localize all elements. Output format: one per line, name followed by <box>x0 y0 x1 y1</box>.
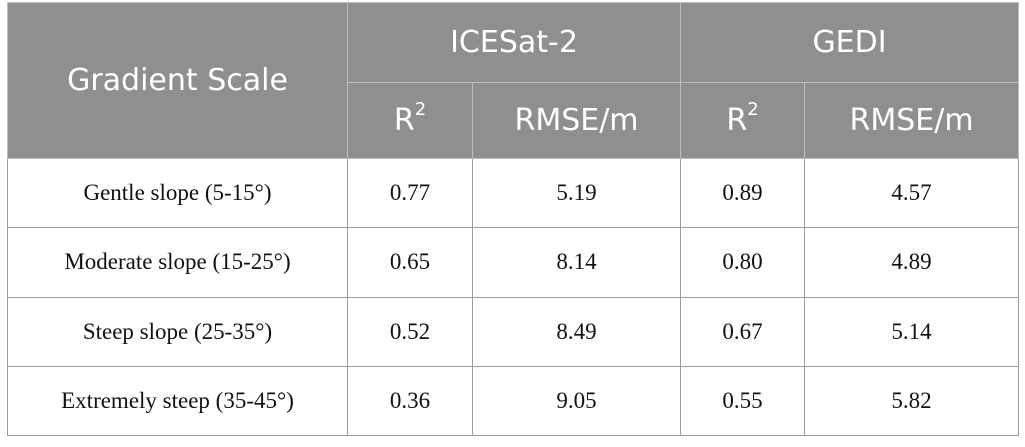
row-label: Steep slope (25-35°) <box>7 296 348 367</box>
table-header: Gradient Scale ICESat-2 GEDI R2 RMSE/m R… <box>7 2 1020 159</box>
table-body: Gentle slope (5-15°) 0.77 5.19 0.89 4.57… <box>7 157 1020 437</box>
gedi-rmse-cell: 4.89 <box>804 227 1020 298</box>
gedi-rmse-cell: 4.57 <box>804 157 1020 229</box>
header-row-metrics: R2 RMSE/m R2 RMSE/m <box>8 82 1020 159</box>
icesat2-r2-cell: 0.52 <box>347 296 473 367</box>
header-row-groups: Gradient Scale ICESat-2 GEDI <box>7 2 1020 159</box>
gedi-rmse-cell: 5.82 <box>804 365 1020 437</box>
r2-superscript: 2 <box>414 99 427 120</box>
icesat2-r2-header: R2 <box>347 82 473 159</box>
gedi-r2-header: R2 <box>680 82 806 159</box>
icesat2-r2-cell: 0.65 <box>347 227 473 298</box>
gedi-rmse-header: RMSE/m <box>804 82 1020 159</box>
gedi-r2-cell: 0.80 <box>680 227 806 298</box>
table-row: Moderate slope (15-25°) 0.65 8.14 0.80 4… <box>7 227 1020 298</box>
r2-base-label: R <box>393 103 415 138</box>
icesat2-r2-cell: 0.77 <box>347 157 473 229</box>
row-label: Moderate slope (15-25°) <box>7 227 348 298</box>
table-row: Steep slope (25-35°) 0.52 8.49 0.67 5.14 <box>7 296 1020 367</box>
icesat2-rmse-cell: 5.19 <box>471 157 682 229</box>
gedi-r2-cell: 0.89 <box>680 157 806 229</box>
icesat2-rmse-cell: 8.49 <box>471 296 682 367</box>
icesat2-rmse-cell: 8.14 <box>471 227 682 298</box>
r2-base-label: R <box>726 103 748 138</box>
gedi-r2-cell: 0.55 <box>680 365 806 437</box>
icesat2-r2-cell: 0.36 <box>347 365 473 437</box>
gedi-r2-cell: 0.67 <box>680 296 806 367</box>
table-row: Extremely steep (35-45°) 0.36 9.05 0.55 … <box>7 365 1020 437</box>
r2-superscript: 2 <box>747 99 759 120</box>
accuracy-table: Gradient Scale ICESat-2 GEDI R2 RMSE/m R… <box>7 2 1020 437</box>
gradient-scale-header: Gradient Scale <box>7 2 348 159</box>
icesat2-group-header: ICESat-2 <box>346 2 682 83</box>
table-row: Gentle slope (5-15°) 0.77 5.19 0.89 4.57 <box>7 157 1020 229</box>
row-label: Extremely steep (35-45°) <box>7 365 348 437</box>
gedi-group-header: GEDI <box>680 2 1020 83</box>
icesat2-rmse-cell: 9.05 <box>471 365 682 437</box>
gedi-rmse-cell: 5.14 <box>804 296 1020 367</box>
row-label: Gentle slope (5-15°) <box>7 157 348 229</box>
icesat2-rmse-header: RMSE/m <box>471 82 682 159</box>
